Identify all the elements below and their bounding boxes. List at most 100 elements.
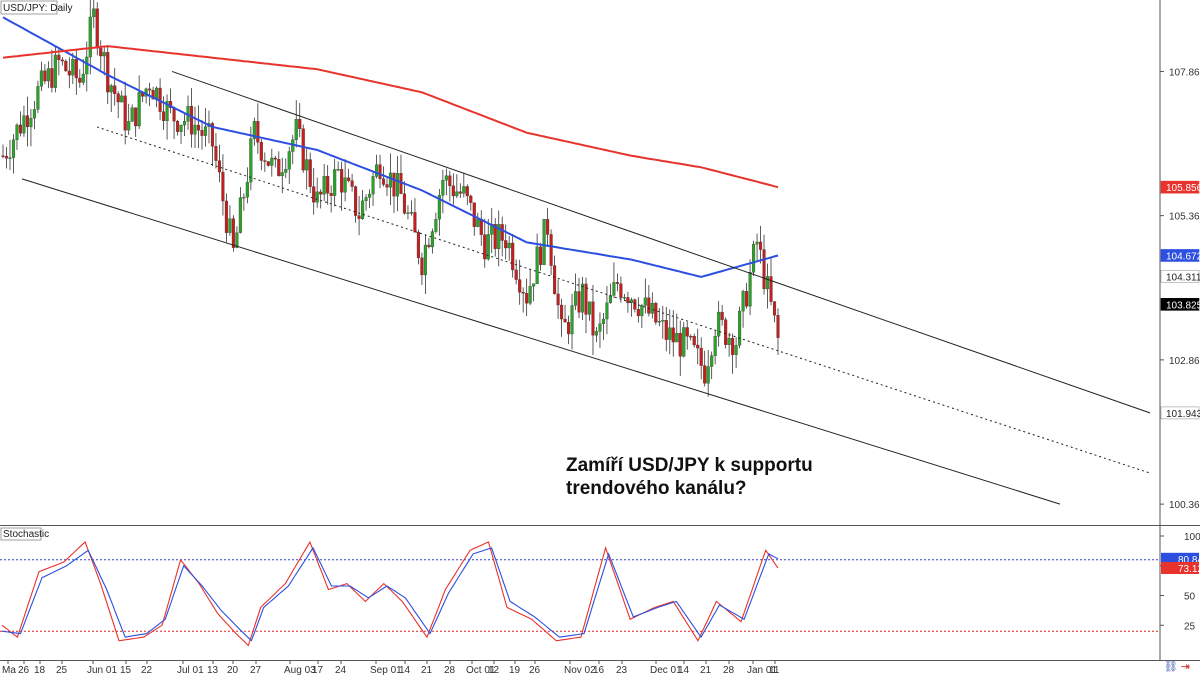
candle-body	[521, 292, 525, 294]
candle-body	[542, 219, 546, 265]
candle-body	[162, 111, 166, 122]
candle-body	[486, 234, 490, 260]
candle-body	[266, 161, 270, 166]
candle-body	[420, 257, 424, 276]
candle-body	[249, 138, 253, 183]
candle-body	[130, 107, 134, 122]
candle-body	[633, 299, 637, 310]
candle-body	[661, 320, 665, 322]
x-tick-label: 22	[141, 665, 153, 675]
x-tick-label: 20	[227, 665, 239, 675]
candle-body	[350, 180, 354, 187]
candle-body	[381, 178, 386, 185]
candle-body	[580, 283, 585, 313]
candle-body	[294, 119, 298, 140]
candle-body	[378, 164, 382, 179]
stoch-tag-label: 80.84	[1178, 555, 1200, 566]
candle-body	[322, 176, 326, 195]
candle-body	[357, 215, 361, 219]
candle-body	[189, 105, 194, 135]
candle-body	[601, 318, 606, 324]
candle-body	[497, 224, 501, 249]
candle-body	[539, 246, 543, 265]
stoch-y-tick-label: 25	[1184, 621, 1196, 632]
candle-body	[535, 246, 539, 284]
candle-body	[591, 301, 595, 336]
candle-body	[333, 169, 337, 196]
candle-body	[252, 121, 256, 139]
candle-body	[748, 272, 752, 307]
candle-body	[462, 186, 466, 194]
candle-body	[556, 293, 560, 306]
candle-body	[682, 327, 686, 357]
candle-body	[81, 73, 85, 83]
candle-body	[270, 157, 274, 166]
x-tick-label: 21	[421, 665, 433, 675]
corner-icons[interactable]: ⛓ ⇥	[1161, 660, 1190, 673]
candle-body	[752, 243, 756, 273]
candle-body	[50, 68, 54, 88]
candle-body	[647, 297, 651, 314]
candle-body	[629, 299, 633, 304]
candle-body	[92, 8, 96, 18]
y-tick-label: 107.862	[1169, 67, 1200, 78]
x-tick-label: 21	[700, 665, 712, 675]
candle-body	[727, 337, 731, 345]
candle-body	[696, 344, 700, 349]
channel-lower-line	[21, 178, 1061, 505]
candle-body	[155, 87, 159, 100]
candle-body	[546, 219, 550, 235]
candle-body	[441, 180, 445, 196]
candle-body	[776, 315, 780, 338]
stoch-k-line	[1, 540, 779, 647]
candle-body	[71, 59, 75, 76]
candle-body	[224, 200, 228, 233]
x-tick-label: Jul 01	[177, 665, 204, 675]
x-tick-label: 23	[616, 665, 628, 675]
x-tick-label: 15	[120, 665, 132, 675]
candle-body	[214, 146, 218, 161]
candle-body	[18, 124, 23, 134]
candle-body	[657, 321, 661, 323]
candle-body	[280, 172, 284, 177]
x-tick-label: 26	[529, 665, 541, 675]
chart-frames	[0, 0, 1200, 661]
candle-body	[109, 85, 113, 93]
candle-body	[361, 200, 365, 219]
candle-body	[619, 283, 623, 298]
arrow-right-icon[interactable]: ⇥	[1180, 660, 1190, 673]
stoch-tag	[1161, 552, 1199, 565]
candle-body	[326, 176, 330, 194]
candle-body	[717, 311, 721, 337]
candle-body	[769, 276, 773, 302]
x-tick-label: 26	[18, 665, 30, 675]
candle-body	[511, 242, 515, 271]
candle-body	[217, 160, 221, 173]
candle-body	[598, 323, 602, 332]
candle-body	[423, 244, 427, 276]
annotation-line-2: trendového kanálu?	[566, 478, 747, 499]
price-tag	[1160, 269, 1200, 283]
candle-body	[612, 282, 616, 296]
candle-body	[78, 77, 82, 83]
candle-body	[650, 302, 654, 314]
candle-body	[755, 241, 759, 245]
candle-body	[203, 126, 208, 136]
candle-body	[172, 107, 176, 122]
link-icon[interactable]: ⛓	[1163, 660, 1178, 673]
price-tag-label: 104.672	[1166, 251, 1200, 262]
candle-body	[287, 151, 291, 170]
candle-body	[731, 337, 735, 355]
candle-body	[434, 219, 438, 232]
price-tag	[1160, 406, 1200, 420]
price-title-box	[0, 0, 58, 15]
candle-body	[587, 301, 592, 315]
candle-body	[416, 232, 420, 259]
candle-body	[594, 331, 599, 336]
candle-body	[685, 327, 689, 337]
x-tick-label: 11	[769, 665, 780, 675]
x-tick-label: Oct 01	[466, 665, 496, 675]
x-tick-label: 25	[56, 665, 68, 675]
candle-body	[392, 172, 396, 197]
candle-body	[451, 185, 455, 197]
